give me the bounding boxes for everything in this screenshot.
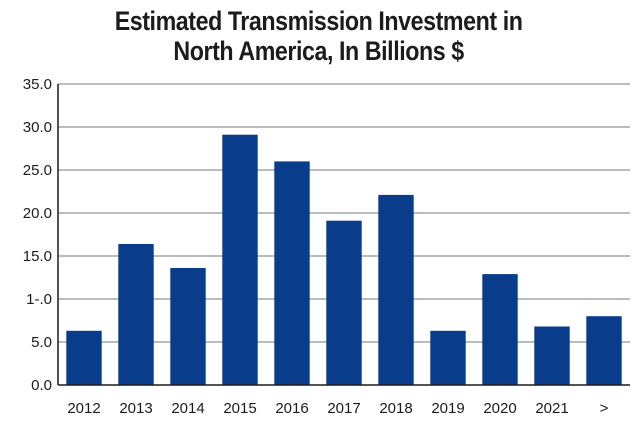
bar-2018 — [378, 194, 414, 385]
chart-title-line-2: North America, In Billions $ — [173, 36, 464, 66]
bar-2017 — [326, 220, 362, 385]
bar-2012 — [66, 330, 102, 385]
x-tick-label: 2021 — [535, 400, 568, 417]
y-tick-label: 35.0 — [23, 76, 52, 93]
y-tick-label: 15.0 — [23, 248, 52, 265]
x-tick-label: 2018 — [379, 400, 412, 417]
axes — [57, 84, 630, 386]
y-tick-labels: 0.0 5.0 1-.0 15.0 20.0 25.0 30.0 35.0 — [23, 76, 52, 394]
bar-2015 — [222, 134, 258, 385]
x-tick-label: 2020 — [483, 400, 516, 417]
x-tick-label: 2016 — [275, 400, 308, 417]
y-tick-label: 0.0 — [31, 377, 52, 394]
x-tick-label: 2014 — [171, 400, 204, 417]
bar-> — [586, 316, 622, 385]
bar-2014 — [170, 268, 206, 385]
y-tick-label: 1-.0 — [26, 291, 52, 308]
x-tick-label: 2015 — [223, 400, 256, 417]
x-tick-label: 2013 — [119, 400, 152, 417]
bar-2020 — [482, 274, 518, 385]
bar-2016 — [274, 161, 310, 385]
x-tick-label: > — [600, 400, 609, 417]
bar-2013 — [118, 244, 154, 385]
bar-2021 — [534, 326, 570, 385]
bars — [66, 134, 622, 385]
bar-2019 — [430, 330, 466, 385]
y-tick-label: 5.0 — [31, 334, 52, 351]
y-tick-label: 25.0 — [23, 162, 52, 179]
x-tick-labels: 2012 2013 2014 2015 2016 2017 2018 2019 2020 2021… — [67, 400, 608, 417]
x-tick-label: 2012 — [67, 400, 100, 417]
x-tick-label: 2019 — [431, 400, 464, 417]
y-tick-label: 20.0 — [23, 205, 52, 222]
y-tick-label: 30.0 — [23, 119, 52, 136]
chart-title: Estimated Transmission Investment in Nor… — [43, 6, 593, 66]
x-tick-label: 2017 — [327, 400, 360, 417]
chart-title-line-1: Estimated Transmission Investment in — [114, 6, 523, 36]
